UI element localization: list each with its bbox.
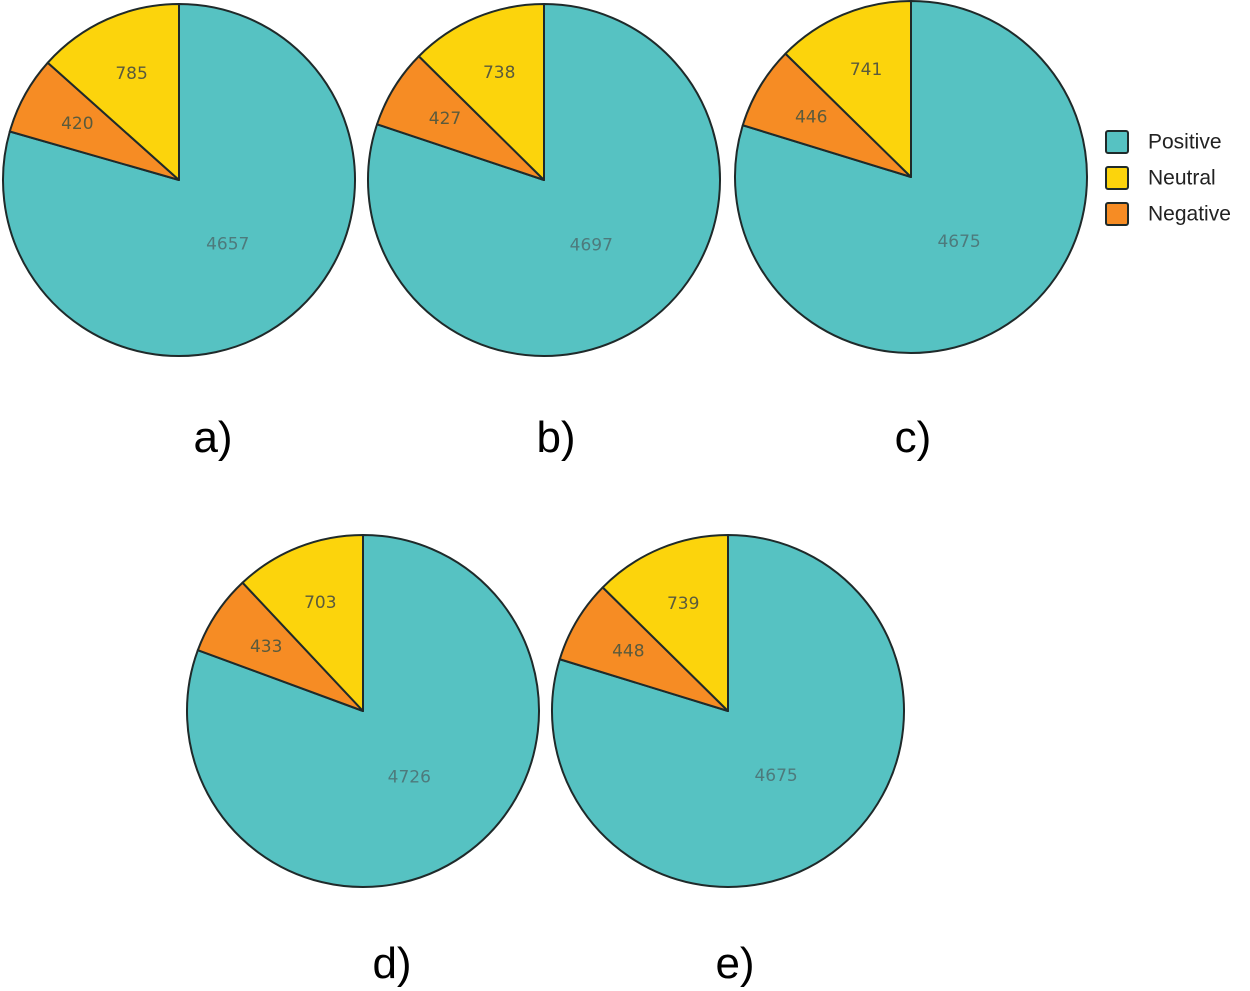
pie-chart-5: 4675 448 739 (551, 534, 905, 888)
slice-value-label-negative: 427 (429, 109, 461, 129)
pie-chart-1: 4657 420 785 (2, 3, 356, 357)
panel-label: c) (895, 413, 932, 462)
panel-label: d) (372, 939, 411, 988)
pie-slice-neutral (46, 3, 180, 181)
legend-label: Neutral (1148, 167, 1216, 190)
pie-slice-neutral (601, 534, 729, 712)
panel-label: b) (536, 413, 575, 462)
panel-labels-group: a) b) c) d) e) (193, 413, 931, 988)
pie-slice-neutral (417, 3, 545, 181)
legend-swatch (1105, 202, 1129, 226)
slice-value-label-negative: 433 (250, 637, 282, 657)
pie-slice-positive (367, 3, 721, 357)
pie-chart-2: 4697 427 738 (367, 3, 721, 357)
slice-value-label-positive: 4657 (206, 235, 249, 255)
legend-label: Positive (1148, 131, 1222, 154)
slice-value-label-neutral: 703 (304, 593, 336, 613)
slice-value-label-positive: 4675 (937, 232, 980, 252)
slice-value-label-neutral: 738 (483, 63, 515, 83)
slice-value-label-positive: 4675 (754, 766, 797, 786)
pie-charts-group: 4657 420 785 4697 427 738 4675 446 741 4726 433 703… (2, 0, 1088, 888)
slice-value-label-neutral: 741 (850, 60, 882, 80)
panel-label: e) (715, 939, 754, 988)
slice-value-label-negative: 446 (795, 108, 827, 128)
slice-value-label-negative: 420 (61, 114, 93, 134)
legend-swatch (1105, 166, 1129, 190)
legend-swatch (1105, 130, 1129, 154)
legend-label: Negative (1148, 203, 1231, 226)
legend-item-negative: Negative (1105, 202, 1231, 226)
legend-item-neutral: Neutral (1105, 166, 1216, 190)
legend-item-positive: Positive (1105, 130, 1222, 154)
slice-value-label-positive: 4726 (388, 767, 431, 787)
slice-value-label-neutral: 785 (115, 64, 147, 84)
slice-value-label-neutral: 739 (667, 594, 699, 614)
panel-label: a) (193, 413, 232, 462)
legend: Positive Neutral Negative (1105, 130, 1231, 226)
slice-value-label-positive: 4697 (570, 236, 613, 256)
slice-value-label-negative: 448 (612, 641, 644, 661)
pie-slice-neutral (784, 0, 912, 178)
pie-slice-neutral (241, 534, 364, 712)
pie-chart-3: 4675 446 741 (734, 0, 1088, 354)
pie-chart-4: 4726 433 703 (186, 534, 540, 888)
